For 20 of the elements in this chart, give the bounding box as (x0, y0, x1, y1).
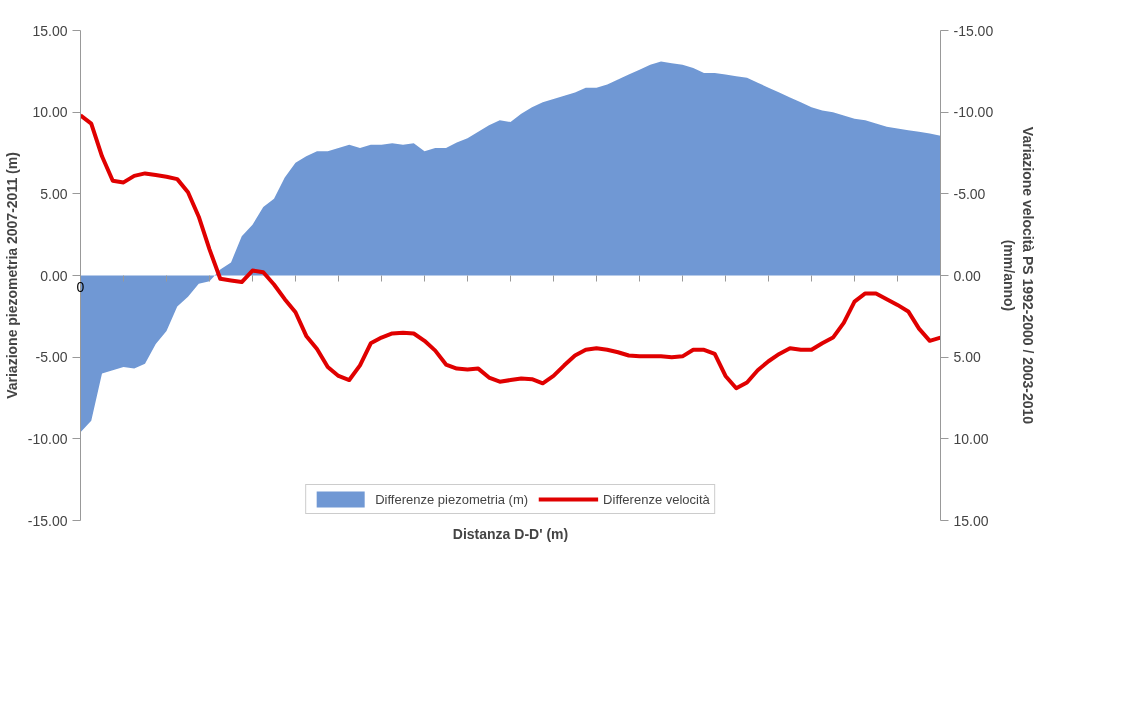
y2-tick-label: -5.00 (953, 185, 986, 202)
legend-label: Differenze piezometria (m) (375, 491, 529, 507)
y-tick-label: 0.00 (40, 267, 68, 284)
y2-tick-label: -10.00 (953, 104, 994, 121)
y-axis-title: Variazione piezometria 2007-2011 (m) (3, 152, 20, 399)
legend-label: Differenze velocità (603, 491, 710, 507)
y2-tick-label: -15.00 (953, 22, 994, 39)
y-tick-label: 15.00 (32, 22, 68, 39)
y2-tick-label: 0.00 (953, 267, 981, 284)
y-tick-label: -5.00 (35, 349, 68, 366)
x-tick-label: 0 (76, 278, 85, 295)
y-tick-label: 10.00 (32, 104, 68, 121)
y2-tick-label: 5.00 (953, 349, 981, 366)
y-tick-label: -10.00 (27, 430, 68, 447)
y-tick-label: -15.00 (27, 512, 68, 529)
y2-tick-label: 15.00 (953, 512, 989, 529)
y-tick-label: 5.00 (40, 185, 68, 202)
x-axis-title: Distanza D-D' (m) (452, 525, 569, 542)
y2-tick-label: 10.00 (953, 430, 989, 447)
y2-axis-title: Variazione velocità PS 1992-2000 / 2003-2010 (mm/anno) (1001, 126, 1037, 425)
